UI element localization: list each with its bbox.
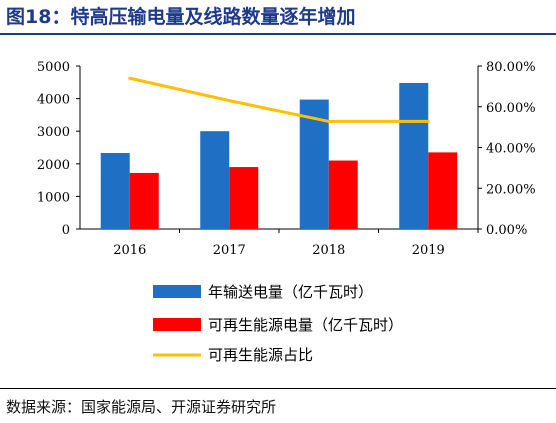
bar-annual-transmission (100, 153, 130, 229)
right-tick-label: 60.00% (486, 101, 536, 116)
renewable-share-point (327, 119, 331, 123)
combo-chart: 0 1000 2000 3000 4000 5000 0.00% 20.00% 40.00% 6… (37, 60, 536, 364)
x-tick-label: 2018 (312, 243, 345, 258)
x-tick-label: 2019 (412, 243, 445, 258)
legend-label: 可再生能源电量（亿千瓦时） (208, 316, 403, 334)
bar-renewable-transmission (328, 160, 358, 229)
bar-renewable-transmission (229, 167, 259, 229)
title-divider (0, 33, 556, 35)
bar-renewable-transmission (129, 172, 159, 229)
bar-annual-transmission (200, 131, 230, 229)
right-tick-label: 20.00% (486, 182, 536, 197)
right-tick-label: 40.00% (486, 142, 536, 157)
bar-renewable-transmission (428, 152, 458, 229)
bar-annual-transmission (399, 82, 429, 230)
legend-swatch (153, 318, 201, 331)
left-tick-label: 1000 (37, 190, 70, 205)
left-tick-label: 5000 (37, 60, 70, 75)
right-tick-label: 0.00% (486, 223, 527, 238)
figure-title: 图18：特高压输电量及线路数量逐年增加 (6, 6, 356, 28)
left-tick-label: 0 (62, 223, 70, 238)
right-tick-label: 80.00% (486, 60, 536, 75)
left-tick-label: 2000 (37, 158, 70, 173)
x-tick-label: 2016 (113, 243, 146, 258)
renewable-share-point (128, 76, 132, 80)
left-tick-label: 4000 (37, 93, 70, 108)
x-tick-label: 2017 (213, 243, 246, 258)
renewable-share-point (426, 119, 430, 123)
renewable-share-point (227, 99, 231, 103)
renewable-share-line (129, 76, 429, 123)
left-tick-label: 3000 (37, 125, 70, 140)
source-note: 数据来源：国家能源局、开源证券研究所 (6, 398, 277, 416)
title-bar: 图18：特高压输电量及线路数量逐年增加 (0, 0, 556, 35)
source-divider (0, 388, 556, 389)
legend-label: 可再生能源占比 (208, 346, 313, 364)
legend-label: 年输送电量（亿千瓦时） (208, 283, 373, 301)
legend-swatch (153, 285, 201, 298)
